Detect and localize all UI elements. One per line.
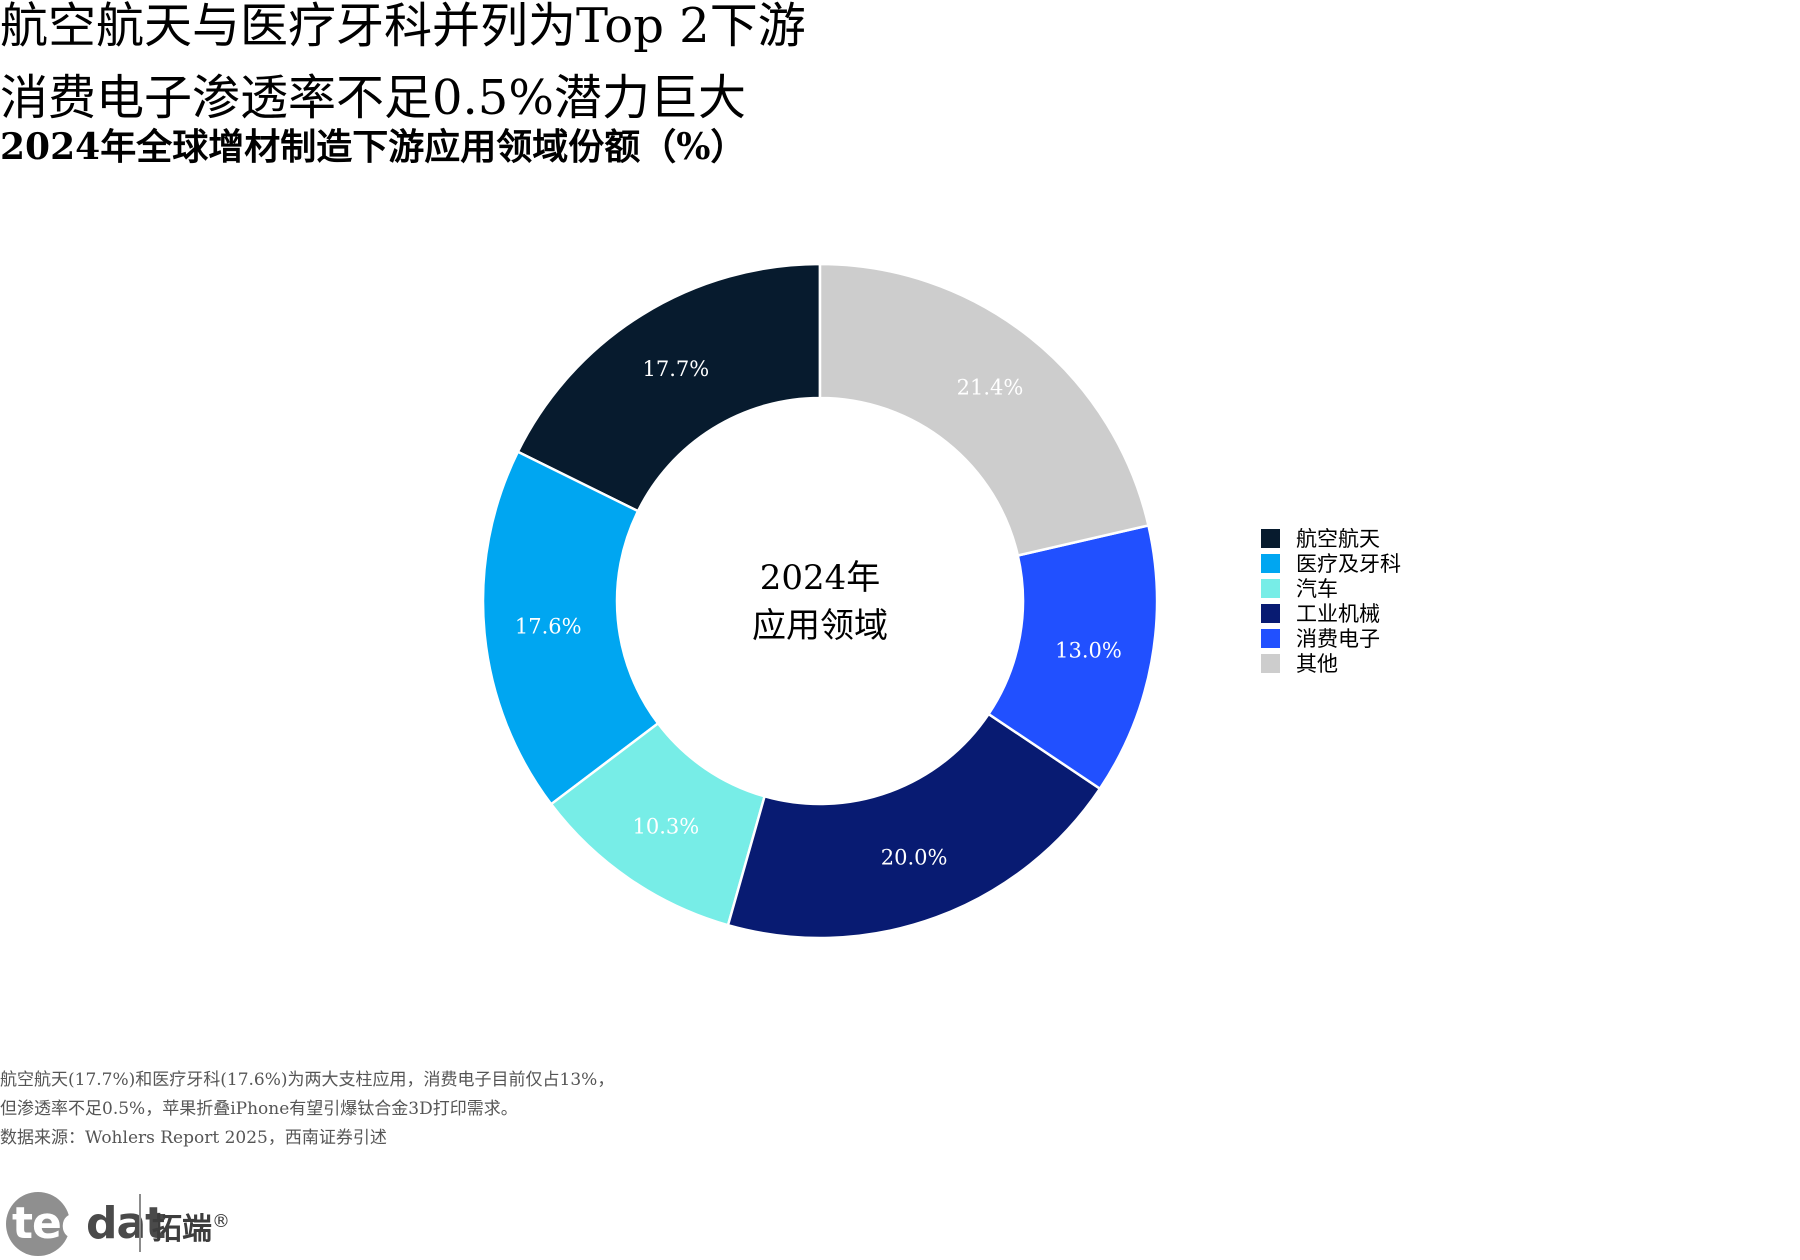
legend-label-1: 医疗及牙科 xyxy=(1296,552,1401,576)
chart-title-line-2: 消费电子渗透率不足0.5%潜力巨大 xyxy=(0,70,746,126)
donut-chart: 17.7% 17.6% 10.3% 20.0% 13.0% 21.4% 2024年 应用领… xyxy=(481,262,1401,940)
slice-label-3: 20.0% xyxy=(881,845,948,869)
center-label-line-2: 应用领域 xyxy=(752,606,888,646)
slice-label-2: 10.3% xyxy=(632,814,699,838)
footnote-line-1: 航空航天(17.7%)和医疗牙科(17.6%)为两大支柱应用，消费电子目前仅占1… xyxy=(0,1070,615,1090)
logo-wordmark: tecdat xyxy=(12,1198,166,1249)
source-note: 数据来源：Wohlers Report 2025，西南证券引述 xyxy=(0,1128,387,1148)
legend-swatch-2 xyxy=(1261,579,1280,598)
logo-divider xyxy=(139,1194,141,1252)
legend-label-2: 汽车 xyxy=(1296,577,1338,601)
legend-label-0: 航空航天 xyxy=(1296,527,1380,551)
slice-label-5: 21.4% xyxy=(957,375,1024,399)
center-label-line-1: 2024年 xyxy=(760,558,881,598)
legend-label-3: 工业机械 xyxy=(1296,602,1380,626)
slice-label-0: 17.7% xyxy=(643,357,710,381)
legend-swatch-0 xyxy=(1261,529,1280,548)
logo-circle-icon xyxy=(6,1192,70,1256)
donut-slice-1 xyxy=(481,450,660,806)
footnotes: 航空航天(17.7%)和医疗牙科(17.6%)为两大支柱应用，消费电子目前仅占1… xyxy=(0,1066,614,1153)
footnote-line-2: 但渗透率不足0.5%，苹果折叠iPhone有望引爆钛合金3D打印需求。 xyxy=(0,1099,518,1119)
logo-chinese-name: 拓端® xyxy=(152,1211,230,1247)
legend-label-4: 消费电子 xyxy=(1296,627,1380,651)
slice-label-4: 13.0% xyxy=(1055,638,1122,662)
tecdat-logo: tecdat 拓端® xyxy=(6,1188,266,1258)
donut-slice-0 xyxy=(516,262,822,513)
legend-label-5: 其他 xyxy=(1296,652,1338,676)
legend-swatch-1 xyxy=(1261,554,1280,573)
chart-subtitle: 2024年全球增材制造下游应用领域份额（%） xyxy=(0,126,747,168)
donut-slice-5 xyxy=(818,262,1150,557)
legend-swatch-4 xyxy=(1261,629,1280,648)
donut-slice-3 xyxy=(726,712,1102,940)
chart-title-line-1: 航空航天与医疗牙科并列为Top 2下游 xyxy=(0,0,806,54)
slice-label-1: 17.6% xyxy=(515,615,582,639)
donut-slices xyxy=(481,262,1159,940)
slice-labels: 17.7% 17.6% 10.3% 20.0% 13.0% 21.4% xyxy=(515,357,1122,869)
legend-swatch-5 xyxy=(1261,654,1280,673)
legend-swatch-3 xyxy=(1261,604,1280,623)
